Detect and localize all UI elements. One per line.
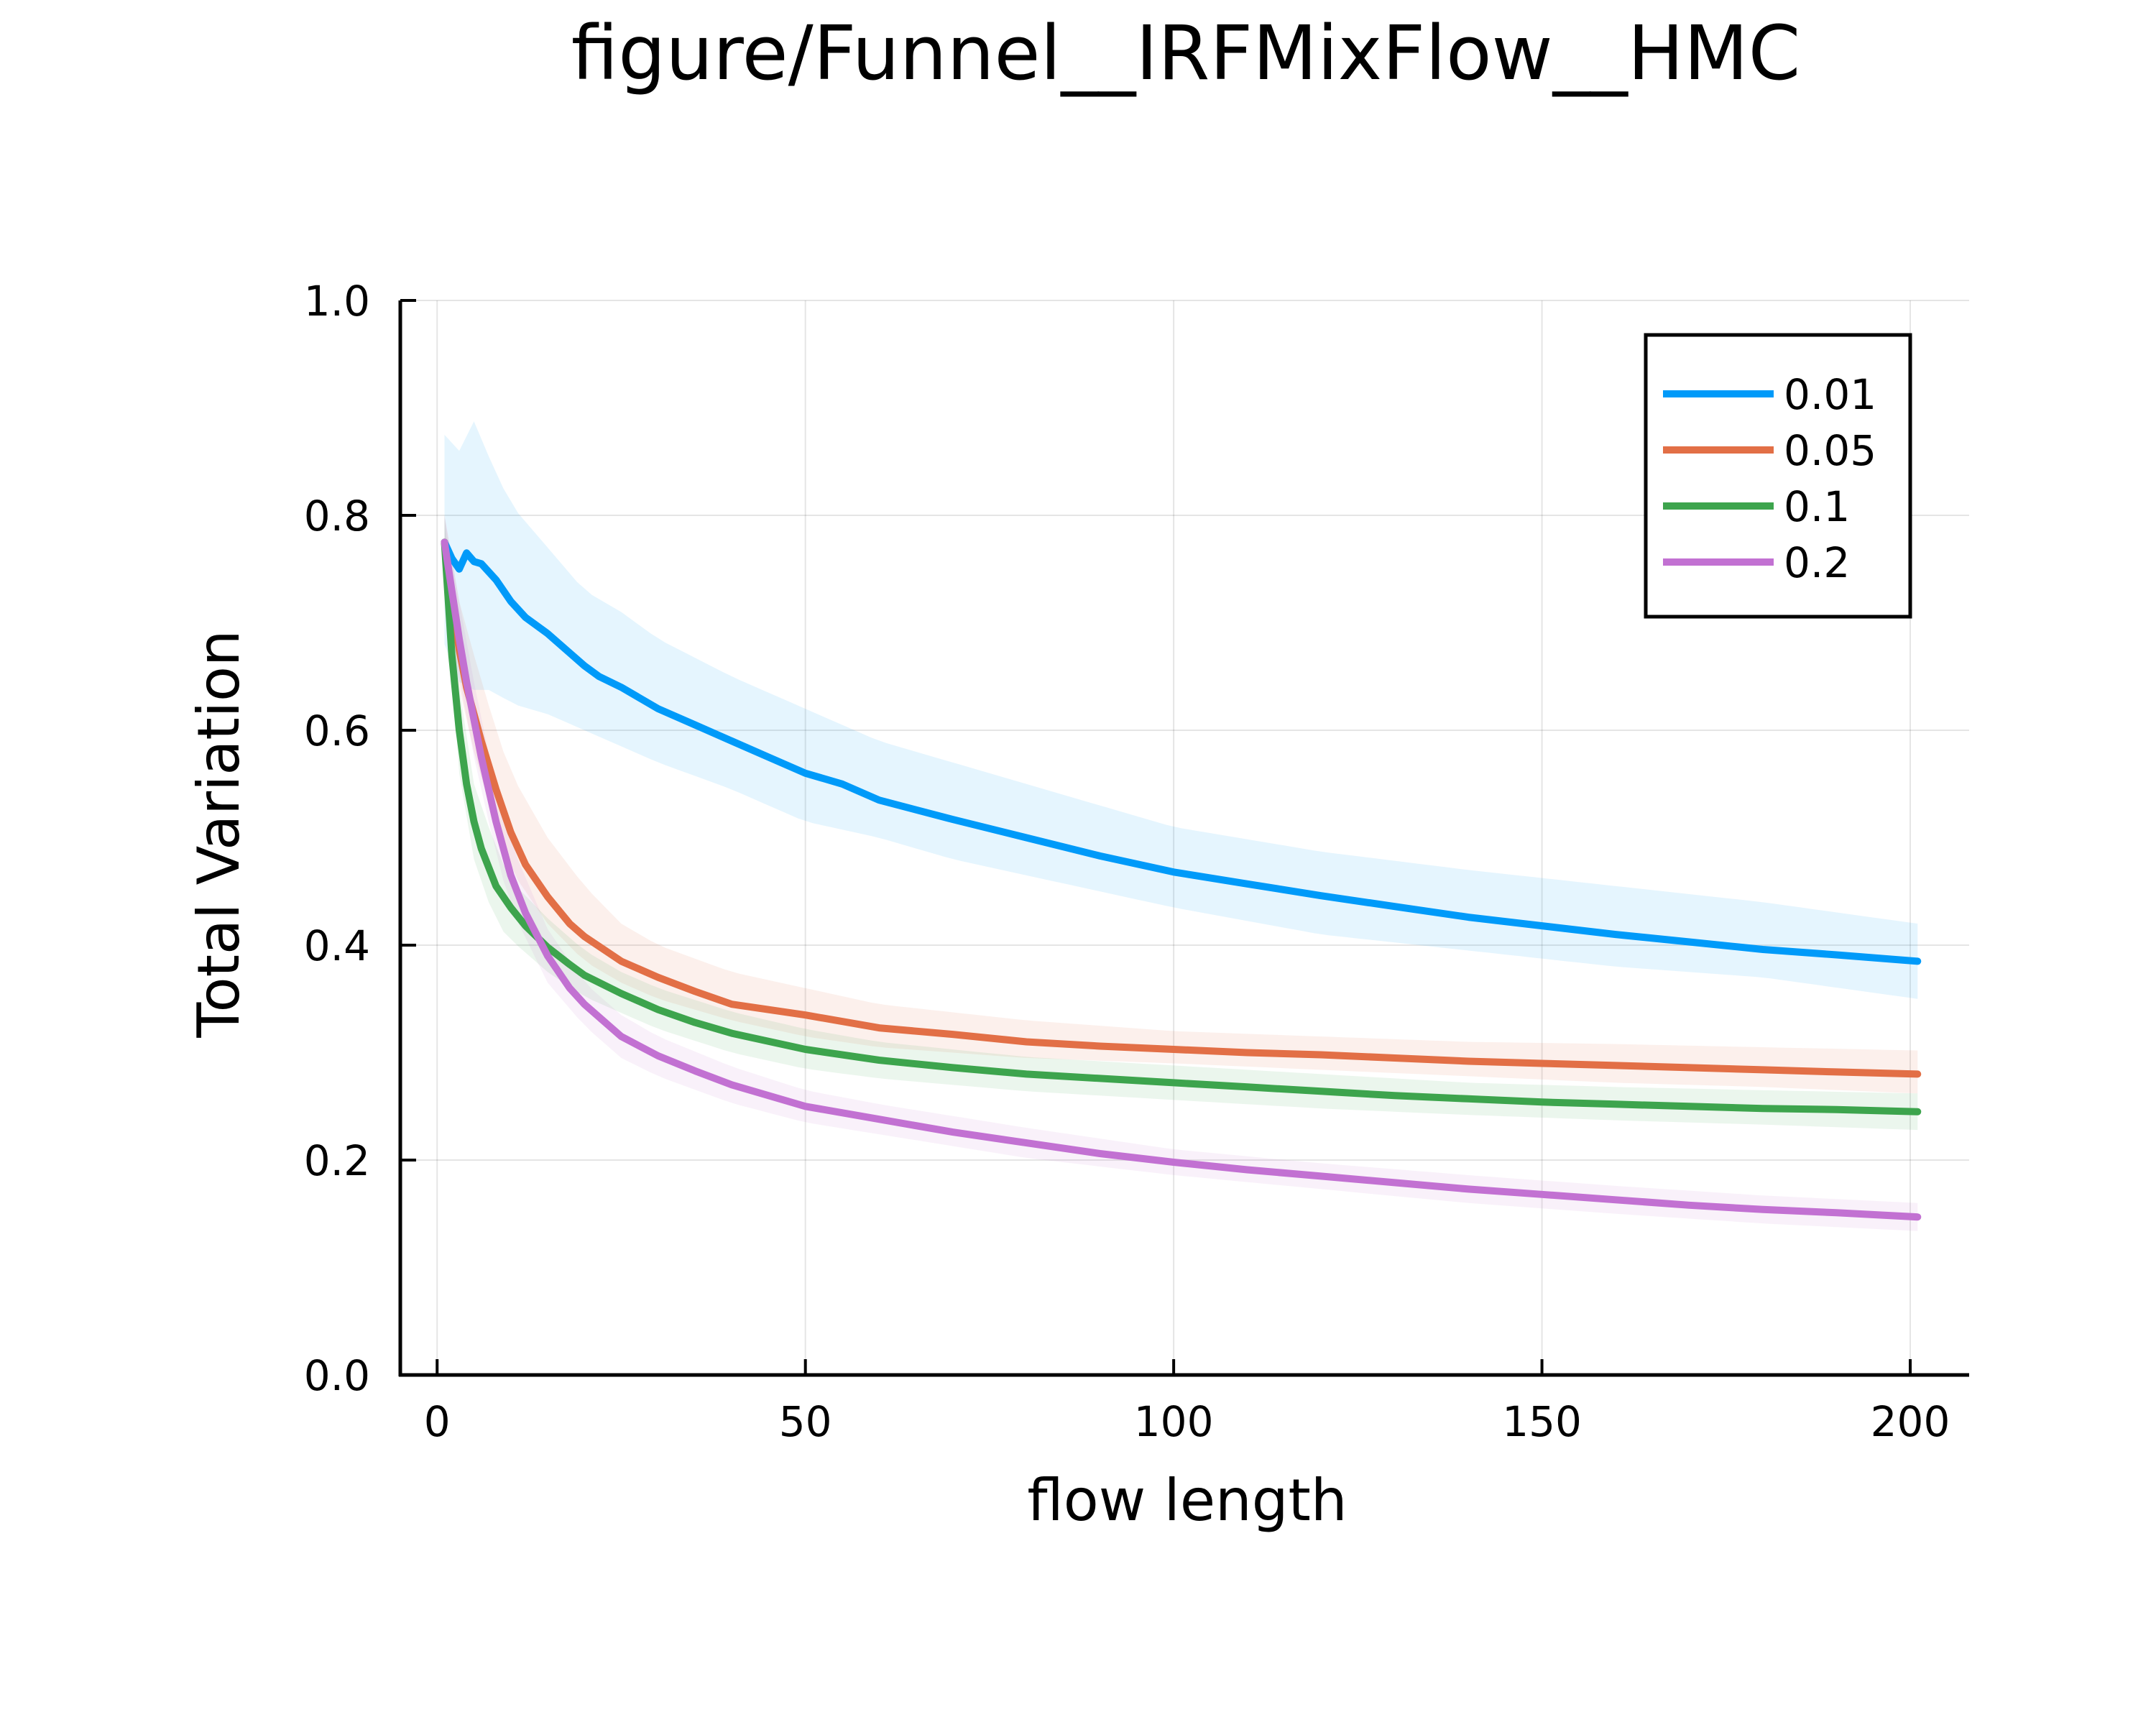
series-line-0.1 — [441, 538, 1922, 1116]
x-tick-label: 100 — [1134, 1397, 1214, 1446]
y-tick-label: 0.2 — [304, 1136, 370, 1185]
y-tick-label: 0.4 — [304, 921, 370, 970]
legend-label-0.05: 0.05 — [1784, 426, 1876, 475]
y-axis-label: Total Variation — [185, 630, 252, 1038]
legend-label-0.1: 0.1 — [1784, 482, 1850, 531]
series-lines — [441, 538, 1922, 1221]
y-tick-label: 0.6 — [304, 707, 370, 755]
chart-title: figure/Funnel__IRFMixFlow__HMC — [571, 9, 1801, 97]
confidence-bands — [444, 421, 1918, 1231]
legend-label-0.01: 0.01 — [1784, 370, 1876, 419]
y-tick-label: 0.8 — [304, 492, 370, 540]
x-axis-label: flow length — [1027, 1467, 1347, 1534]
ticks: 0 50 100 150 200 0.0 0.2 0.4 0.6 0.8 1.0 — [304, 277, 1950, 1446]
x-tick-label: 200 — [1871, 1397, 1950, 1446]
series-line-0.2 — [441, 538, 1922, 1221]
x-tick-label: 0 — [424, 1397, 451, 1446]
series-line-0.05 — [441, 538, 1922, 1078]
series-line-0.01 — [441, 538, 1922, 965]
legend-box — [1644, 333, 1912, 619]
axes — [398, 300, 1969, 1377]
x-tick-label: 50 — [779, 1397, 832, 1446]
legend: 0.01 0.05 0.1 0.2 — [1644, 333, 1912, 619]
y-tick-label: 1.0 — [304, 277, 370, 326]
legend-label-0.2: 0.2 — [1784, 538, 1850, 587]
x-tick-label: 150 — [1502, 1397, 1582, 1446]
series-band-0.01 — [444, 421, 1918, 999]
y-tick-label: 0.0 — [304, 1351, 370, 1400]
